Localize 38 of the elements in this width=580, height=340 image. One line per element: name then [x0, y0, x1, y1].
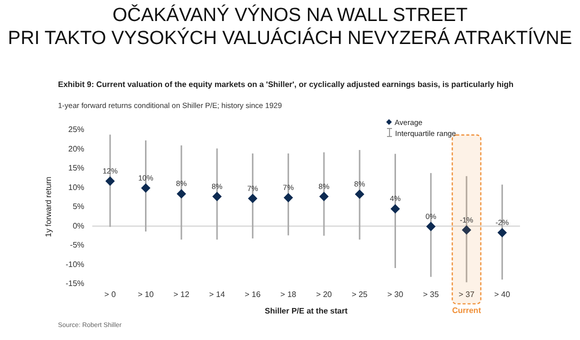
x-tick-label: > 16: [244, 290, 262, 299]
point: [248, 194, 258, 203]
y-tick-label: 5%: [72, 202, 84, 212]
x-tick-label: > 25: [352, 290, 368, 299]
x-tick-label: > 30: [387, 290, 404, 299]
y-tick-label: 10%: [68, 182, 84, 192]
point: [284, 193, 293, 202]
point: [498, 228, 507, 238]
point: [176, 189, 186, 198]
x-tick-label: > 37: [458, 290, 475, 299]
y-tick-label: -5%: [70, 240, 84, 250]
y-tick-label: 0%: [72, 221, 84, 230]
x-tick-label: > 18: [280, 290, 297, 299]
band-label: Current: [452, 306, 482, 316]
x-tick-label: > 12: [173, 290, 190, 299]
x-tick-label: > 40: [494, 290, 511, 299]
chart-subtitle: Exhibit 9: Current valuation of the equity markets on a 'Shiller', or cyclically adjusted earnings basis, is particularly high: [58, 80, 514, 90]
x-tick-label: > 20: [316, 290, 332, 299]
point: [212, 192, 222, 202]
point: [141, 184, 150, 193]
point: [426, 222, 436, 232]
x-axis-title: Shiller P/E at the start: [264, 306, 348, 316]
point: [390, 204, 400, 214]
y-tick-label: 15%: [68, 164, 84, 173]
chart-title: OČAKÁVANÝ VÝNOS NA WALL STREET PRI TAKTO VYSOKÝCH VALUÁCIÁCH NEVYZERÁ ATRAKTÍVNE: [6, 4, 574, 50]
point: [319, 192, 328, 202]
y-tick-label: -15%: [66, 279, 84, 288]
y-axis-title: 1y forward return: [44, 176, 54, 238]
point: [355, 190, 364, 199]
x-tick-label: > 14: [209, 290, 226, 299]
y-tick-label: -10%: [66, 260, 84, 269]
x-tick-label: > 0: [104, 290, 116, 299]
point: [462, 225, 472, 234]
y-tick-label: 20%: [68, 144, 84, 154]
y-tick-label: 25%: [68, 125, 84, 134]
point: [106, 176, 115, 186]
x-tick-label: > 35: [422, 290, 440, 299]
x-tick-label: > 10: [138, 290, 154, 299]
